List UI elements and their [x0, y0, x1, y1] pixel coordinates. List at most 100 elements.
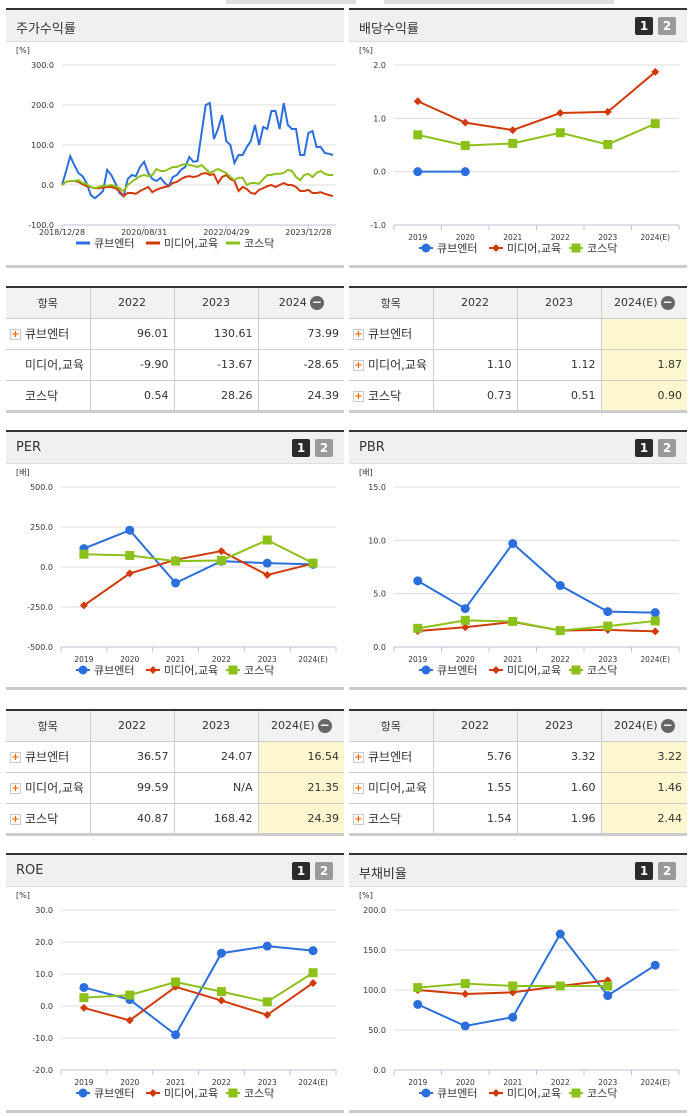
legend-item[interactable]: 미디어,교육	[489, 1087, 561, 1100]
data-point[interactable]	[460, 1021, 470, 1031]
data-point[interactable]	[308, 946, 318, 956]
data-point[interactable]	[262, 558, 272, 568]
legend-marker[interactable]	[492, 244, 500, 252]
data-point[interactable]	[262, 535, 272, 545]
data-point[interactable]	[125, 525, 135, 535]
legend-item[interactable]: 큐브엔터	[76, 664, 134, 677]
legend-marker[interactable]	[571, 665, 581, 675]
data-point[interactable]	[217, 996, 226, 1005]
data-point[interactable]	[461, 990, 470, 998]
legend-item[interactable]: 미디어,교육	[146, 1087, 218, 1100]
data-point[interactable]	[263, 571, 272, 579]
expand-icon[interactable]: +	[10, 329, 21, 340]
legend-item[interactable]: 코스닥	[226, 237, 274, 250]
data-point[interactable]	[650, 616, 660, 626]
data-point[interactable]	[508, 1012, 518, 1022]
expand-icon[interactable]: +	[353, 329, 364, 340]
legend-marker[interactable]	[492, 1089, 500, 1097]
page-2-button[interactable]: 2	[315, 862, 333, 880]
data-point[interactable]	[413, 130, 423, 140]
data-point[interactable]	[603, 621, 613, 631]
data-point[interactable]	[651, 67, 660, 76]
data-point[interactable]	[460, 615, 470, 625]
legend-marker[interactable]	[228, 1088, 238, 1098]
data-point[interactable]	[555, 929, 565, 939]
legend-item[interactable]: 코스닥	[226, 664, 274, 677]
legend-marker[interactable]	[421, 665, 431, 675]
data-point[interactable]	[171, 1030, 181, 1040]
data-point[interactable]	[171, 556, 181, 566]
legend-marker[interactable]	[149, 666, 157, 674]
data-point[interactable]	[413, 97, 422, 106]
legend-marker[interactable]	[421, 1088, 431, 1098]
legend-item[interactable]: 미디어,교육	[489, 242, 561, 255]
data-point[interactable]	[413, 983, 423, 993]
legend-marker[interactable]	[571, 243, 581, 253]
legend-item[interactable]: 미디어,교육	[489, 664, 561, 677]
data-point[interactable]	[262, 941, 272, 951]
page-1-button[interactable]: 1	[635, 439, 653, 457]
legend-marker[interactable]	[492, 666, 500, 674]
legend-marker[interactable]	[78, 1088, 88, 1098]
collapse-icon[interactable]: −	[660, 717, 675, 733]
page-2-button[interactable]: 2	[658, 862, 676, 880]
page-1-button[interactable]: 1	[635, 17, 653, 35]
legend-marker[interactable]	[571, 1088, 581, 1098]
data-point[interactable]	[217, 547, 226, 556]
data-point[interactable]	[125, 569, 134, 578]
data-point[interactable]	[309, 978, 318, 987]
legend-marker[interactable]	[228, 665, 238, 675]
data-point[interactable]	[603, 607, 613, 617]
data-point[interactable]	[263, 1010, 272, 1019]
page-2-button[interactable]: 2	[658, 439, 676, 457]
legend-item[interactable]: 미디어,교육	[146, 664, 218, 677]
expand-icon[interactable]: +	[353, 783, 364, 794]
data-point[interactable]	[413, 576, 423, 586]
data-point[interactable]	[603, 991, 613, 1001]
legend-item[interactable]: 미디어,교육	[146, 237, 218, 250]
data-point[interactable]	[603, 981, 613, 991]
collapse-icon[interactable]: −	[317, 717, 332, 733]
data-point[interactable]	[171, 578, 181, 588]
legend-item[interactable]: 큐브엔터	[419, 664, 477, 677]
data-point[interactable]	[555, 981, 565, 991]
page-1-button[interactable]: 1	[292, 439, 310, 457]
legend-item[interactable]: 큐브엔터	[76, 1087, 134, 1100]
data-point[interactable]	[308, 558, 318, 568]
legend-marker[interactable]	[421, 243, 431, 253]
legend-item[interactable]: 큐브엔터	[419, 242, 477, 255]
data-point[interactable]	[413, 167, 423, 177]
data-point[interactable]	[556, 109, 565, 117]
expand-icon[interactable]: +	[10, 752, 21, 763]
collapse-icon[interactable]: −	[309, 294, 324, 310]
data-point[interactable]	[216, 948, 226, 958]
data-point[interactable]	[555, 626, 565, 636]
data-point[interactable]	[508, 138, 518, 148]
data-point[interactable]	[171, 982, 180, 991]
expand-icon[interactable]: +	[353, 360, 364, 371]
data-point[interactable]	[125, 990, 135, 1000]
data-point[interactable]	[79, 982, 89, 992]
data-point[interactable]	[650, 960, 660, 970]
data-point[interactable]	[460, 604, 470, 614]
data-point[interactable]	[508, 616, 518, 626]
legend-item[interactable]: 코스닥	[226, 1087, 274, 1100]
data-point[interactable]	[262, 997, 272, 1007]
data-point[interactable]	[555, 581, 565, 591]
data-point[interactable]	[308, 968, 318, 978]
data-point[interactable]	[216, 987, 226, 997]
data-point[interactable]	[79, 993, 89, 1003]
data-point[interactable]	[603, 107, 612, 116]
page-2-button[interactable]: 2	[315, 439, 333, 457]
page-1-button[interactable]: 1	[635, 862, 653, 880]
legend-item[interactable]: 코스닥	[569, 664, 617, 677]
data-point[interactable]	[79, 601, 88, 610]
legend-marker[interactable]	[149, 1089, 157, 1097]
data-point[interactable]	[651, 627, 660, 636]
data-point[interactable]	[460, 141, 470, 151]
legend-item[interactable]: 코스닥	[569, 1087, 617, 1100]
expand-icon[interactable]: +	[353, 752, 364, 763]
data-point[interactable]	[171, 977, 181, 987]
data-point[interactable]	[125, 1016, 134, 1025]
legend-item[interactable]: 코스닥	[569, 242, 617, 255]
